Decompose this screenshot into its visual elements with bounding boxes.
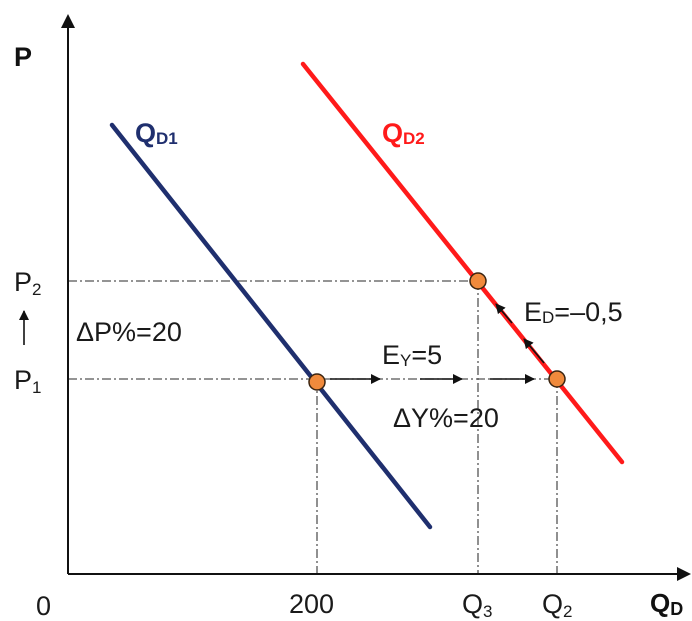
x-axis-label-sub: D [670,599,683,619]
x-tick-q3-main: Q [462,589,483,619]
x-tick-q2-main: Q [542,589,563,619]
point-p2-q3 [469,272,487,290]
x-tick-200: 200 [289,589,334,619]
price-move-arrows [495,303,545,364]
curve-label-qd1-sub: D1 [156,129,178,148]
y-axis-label: P [14,42,32,72]
price-arrow-1 [523,338,545,364]
demand-curve-qd1 [109,122,433,530]
y-tick-p1-sub: 1 [32,378,41,397]
price-elasticity-main: E [524,297,542,327]
x-axis-label: QD [650,588,683,619]
price-elasticity-rest: =–0,5 [554,297,622,327]
x-tick-q3-sub: 3 [483,602,492,621]
delta-p-annotation: ΔP%=20 [76,317,182,347]
point-p1-q2 [548,370,566,388]
income-elasticity-rest: =5 [411,340,442,370]
curve-label-qd1-main: Q [135,118,156,148]
income-elasticity-sub: Y [400,351,411,370]
income-elasticity-main: E [382,340,400,370]
origin-label: 0 [36,591,51,621]
price-arrow-2 [495,303,513,324]
y-tick-p2-sub: 2 [32,280,41,299]
y-tick-p2: P2 [14,267,41,299]
curve-label-qd2: QD2 [382,118,425,148]
y-tick-p1-main: P [14,365,32,395]
point-p1-200 [308,373,326,391]
curve-label-qd2-main: Q [382,118,403,148]
x-axis-label-main: Q [650,588,670,618]
price-elasticity-annotation: ED=–0,5 [524,297,623,327]
curve-label-qd2-sub: D2 [403,129,425,148]
price-elasticity-sub: D [542,308,554,327]
y-tick-p2-main: P [14,267,32,297]
income-elasticity-annotation: EY=5 [382,340,442,370]
x-tick-q2-sub: 2 [563,602,572,621]
delta-y-annotation: ΔY%=20 [393,403,499,433]
curve-label-qd1: QD1 [135,118,178,148]
y-tick-p1: P1 [14,365,41,397]
x-tick-q2: Q2 [542,589,572,621]
x-tick-q3: Q3 [462,589,492,621]
demand-curve-qd2 [300,61,625,465]
